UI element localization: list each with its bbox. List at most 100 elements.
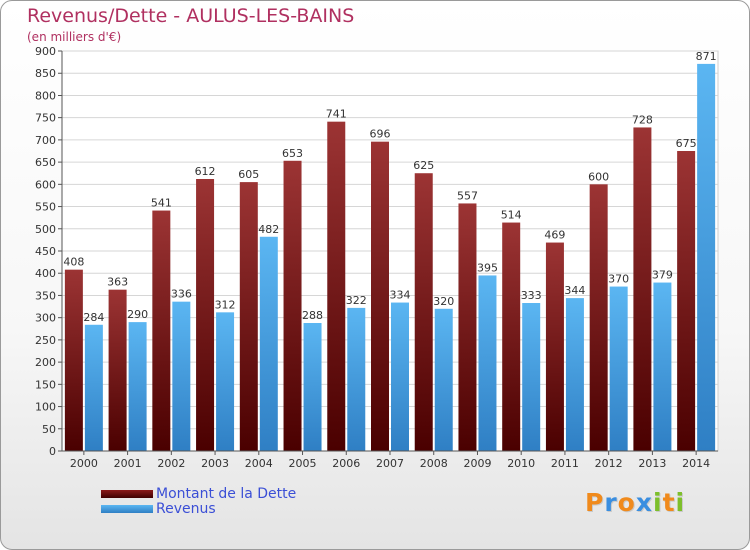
y-tick-label: 0 xyxy=(49,445,56,458)
data-label-debt-2013: 728 xyxy=(632,113,653,126)
bar-debt-2009 xyxy=(458,203,477,451)
bar-debt-2010 xyxy=(502,222,521,451)
bar-debt-2000 xyxy=(64,269,83,451)
data-label-revenue-2004: 482 xyxy=(258,223,279,236)
data-label-debt-2006: 741 xyxy=(326,108,347,121)
y-tick-label: 400 xyxy=(35,267,56,280)
x-tick-label-2012: 2012 xyxy=(595,457,623,470)
legend-label-revenue: Revenus xyxy=(156,501,216,517)
bar-revenue-2012 xyxy=(609,286,628,451)
data-label-revenue-2000: 284 xyxy=(83,311,104,324)
bar-revenue-2009 xyxy=(478,275,497,451)
data-label-revenue-2007: 334 xyxy=(390,289,411,302)
y-tick-label: 350 xyxy=(35,289,56,302)
data-label-debt-2002: 541 xyxy=(151,197,172,210)
bar-revenue-2008 xyxy=(434,308,453,451)
data-label-debt-2005: 653 xyxy=(282,147,303,160)
y-tick-label: 250 xyxy=(35,334,56,347)
y-tick-label: 500 xyxy=(35,223,56,236)
y-tick-label: 100 xyxy=(35,401,56,414)
bar-debt-2012 xyxy=(589,184,608,452)
bar-debt-2007 xyxy=(371,141,389,451)
bar-debt-2005 xyxy=(283,160,302,451)
bar-revenue-2003 xyxy=(216,312,235,451)
bar-revenue-2014 xyxy=(697,63,716,452)
data-label-revenue-2006: 322 xyxy=(346,294,367,307)
bar-debt-2011 xyxy=(545,242,564,451)
y-tick-label: 650 xyxy=(35,156,56,169)
y-tick-label: 750 xyxy=(35,112,56,125)
data-label-revenue-2011: 344 xyxy=(564,284,585,297)
data-label-debt-2012: 600 xyxy=(588,170,609,183)
x-tick-label-2000: 2000 xyxy=(70,457,98,470)
x-tick-label-2013: 2013 xyxy=(638,457,666,470)
data-label-debt-2010: 514 xyxy=(501,209,522,222)
y-tick-label: 900 xyxy=(35,45,56,58)
data-label-revenue-2001: 290 xyxy=(127,308,148,321)
data-label-debt-2011: 469 xyxy=(544,229,565,242)
data-label-debt-2004: 605 xyxy=(238,168,259,181)
data-label-revenue-2002: 336 xyxy=(171,288,192,301)
bar-revenue-2006 xyxy=(347,307,366,451)
data-label-revenue-2003: 312 xyxy=(215,298,236,311)
bar-revenue-2011 xyxy=(565,298,584,451)
logo-letter: P xyxy=(585,488,605,517)
x-tick-label-2010: 2010 xyxy=(507,457,535,470)
bar-revenue-2005 xyxy=(303,323,322,451)
y-tick-label: 200 xyxy=(35,356,56,369)
data-label-debt-2009: 557 xyxy=(457,189,478,202)
bar-revenue-2013 xyxy=(653,282,672,451)
bar-debt-2008 xyxy=(414,173,433,451)
data-label-revenue-2008: 320 xyxy=(433,295,454,308)
bar-debt-2006 xyxy=(327,121,346,452)
chart-subtitle: (en milliers d'€) xyxy=(27,30,122,44)
bar-revenue-2004 xyxy=(259,236,278,451)
bar-revenue-2001 xyxy=(128,322,147,451)
logo-letter: x xyxy=(635,488,653,517)
x-tick-label-2002: 2002 xyxy=(157,457,185,470)
bar-debt-2004 xyxy=(239,182,258,451)
bar-debt-2001 xyxy=(108,289,127,451)
data-label-revenue-2013: 379 xyxy=(652,269,673,282)
y-tick-label: 50 xyxy=(42,423,56,436)
data-labels: 408 284 363 290 541 336 612 312 605 482 653 288 741 3… xyxy=(63,50,716,324)
legend-swatch-revenue xyxy=(101,505,153,513)
data-label-debt-2003: 612 xyxy=(195,165,216,178)
data-label-debt-2001: 363 xyxy=(107,276,128,289)
data-label-revenue-2009: 395 xyxy=(477,261,498,274)
x-axis-ticks: 2000 2001 2002 2003 2004 2005 2006 2007 2008 2009… xyxy=(70,451,710,470)
bars xyxy=(64,63,716,452)
y-tick-label: 850 xyxy=(35,67,56,80)
data-label-debt-2008: 625 xyxy=(413,159,434,172)
data-label-debt-2014: 675 xyxy=(676,137,697,150)
bar-revenue-2010 xyxy=(522,303,541,451)
x-tick-label-2007: 2007 xyxy=(376,457,404,470)
logo-letter: r xyxy=(604,488,618,517)
data-label-debt-2007: 696 xyxy=(370,128,391,141)
logo-letter: t xyxy=(662,488,676,517)
chart-title: Revenus/Dette - AULUS-LES-BAINS xyxy=(27,5,355,27)
x-tick-label-2014: 2014 xyxy=(682,457,710,470)
y-axis-ticks: 0 50 100 150 200 250 300 350 400 450 500 550 600 650 7… xyxy=(35,45,62,458)
logo-letter: i xyxy=(653,488,663,517)
data-label-revenue-2010: 333 xyxy=(521,289,542,302)
data-label-revenue-2014: 871 xyxy=(696,50,717,63)
x-tick-label-2006: 2006 xyxy=(332,457,360,470)
y-tick-label: 600 xyxy=(35,178,56,191)
y-tick-label: 800 xyxy=(35,89,56,102)
x-tick-label-2009: 2009 xyxy=(463,457,491,470)
x-tick-label-2004: 2004 xyxy=(245,457,273,470)
bar-revenue-2007 xyxy=(391,302,409,451)
bar-revenue-2002 xyxy=(172,301,191,451)
proxiti-logo: Proxiti xyxy=(585,488,685,517)
bar-revenue-2000 xyxy=(84,324,103,451)
x-tick-label-2011: 2011 xyxy=(551,457,579,470)
x-tick-label-2008: 2008 xyxy=(420,457,448,470)
x-tick-label-2001: 2001 xyxy=(114,457,142,470)
bar-debt-2002 xyxy=(152,210,171,451)
y-tick-label: 450 xyxy=(35,245,56,258)
x-tick-label-2003: 2003 xyxy=(201,457,229,470)
y-tick-label: 550 xyxy=(35,201,56,214)
